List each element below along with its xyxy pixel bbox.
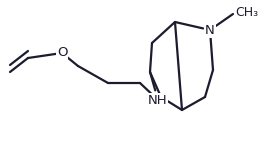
Text: CH₃: CH₃ [235,6,258,20]
Text: N: N [205,24,215,36]
Text: O: O [57,46,67,60]
Text: NH: NH [148,93,168,106]
